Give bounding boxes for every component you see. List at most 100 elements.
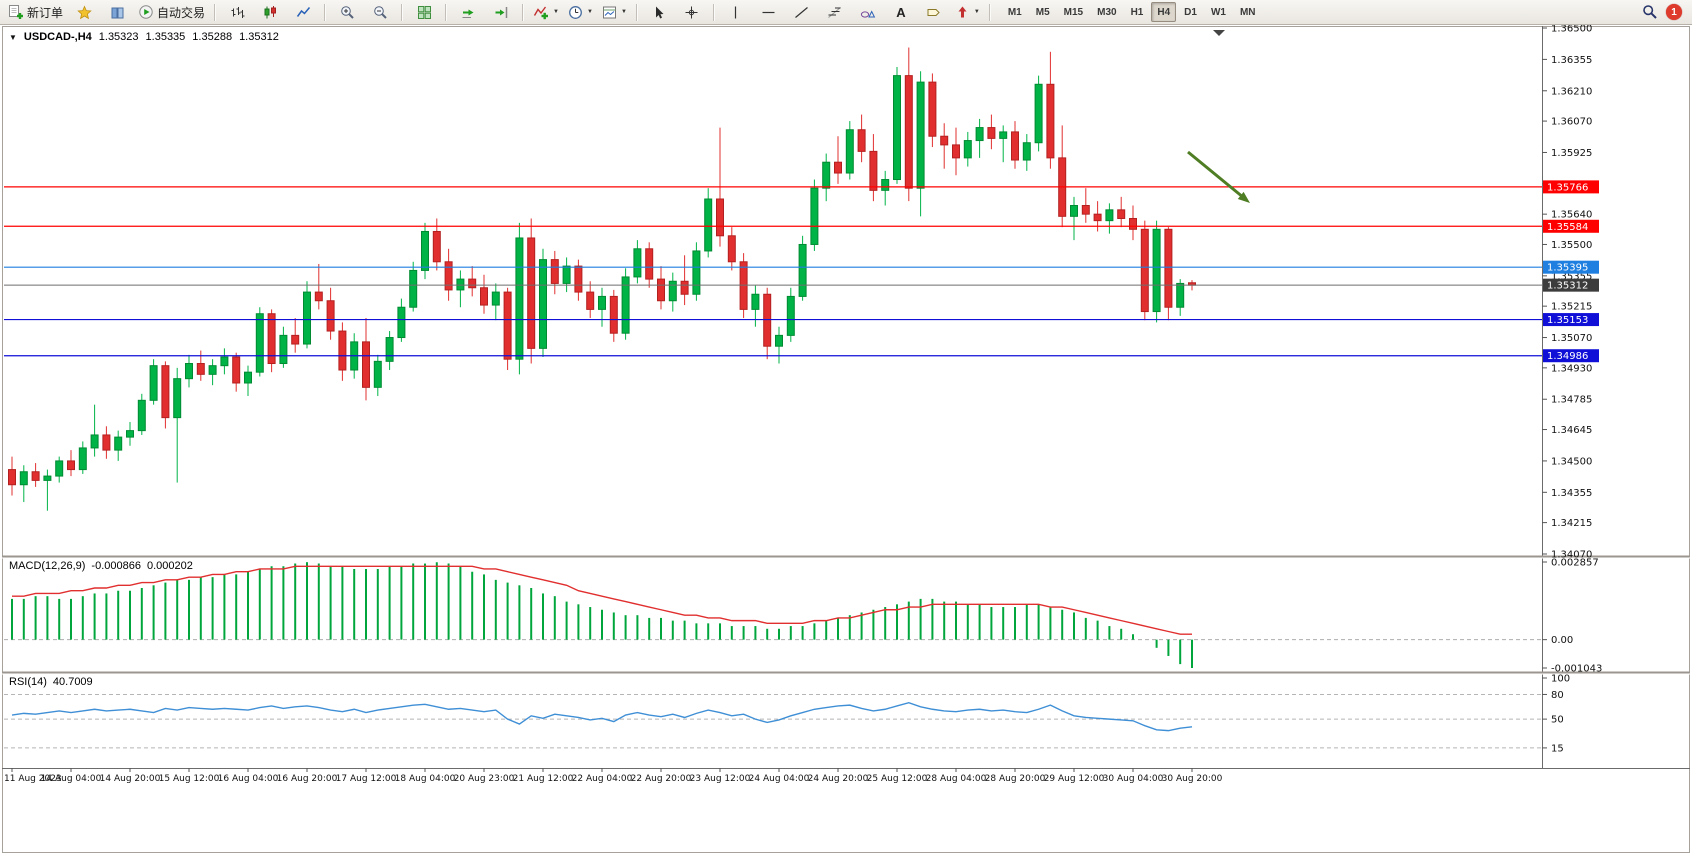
candle-body [480, 287, 488, 306]
candle-body [645, 248, 654, 280]
time-tick-label: 28 Aug 04:00 [926, 774, 987, 784]
time-tick-label: 30 Aug 20:00 [1162, 774, 1223, 784]
candle-body [763, 293, 772, 347]
price-tick-label: 1.34500 [1551, 456, 1592, 467]
bar-chart-button[interactable] [221, 1, 253, 24]
candle-body [149, 365, 158, 401]
timeframe-m5[interactable]: M5 [1035, 6, 1050, 18]
time-tick-label: 30 Aug 04:00 [1103, 774, 1164, 784]
candle-body [1011, 131, 1019, 161]
fibonacci-tool-button[interactable] [819, 1, 851, 24]
tile-windows-button[interactable] [408, 1, 440, 24]
notification-badge[interactable]: 1 [1666, 4, 1682, 20]
vertical-line-tool-button[interactable] [720, 1, 752, 24]
candle-body [196, 363, 205, 375]
new-order-button[interactable]: 新订单 [4, 1, 67, 24]
chart-shift-button[interactable] [485, 1, 517, 24]
timeframe-m1[interactable]: M1 [1007, 6, 1022, 18]
candle-body [1176, 282, 1185, 308]
toolbar-separator [324, 3, 327, 21]
candle-body [102, 434, 111, 451]
timeframe-h4[interactable]: H4 [1151, 2, 1177, 22]
candle-body [409, 269, 418, 308]
timeframe-h1[interactable]: H1 [1130, 6, 1144, 18]
price-tick-label: 1.34215 [1551, 518, 1592, 529]
toolbar-right: 1 [1642, 4, 1688, 20]
cursor-button[interactable] [643, 1, 675, 24]
time-tick-label: 23 Aug 12:00 [690, 774, 751, 784]
ohlc-open: 1.35323 [98, 31, 139, 43]
arrow-annotation-shaft[interactable] [1187, 150, 1242, 197]
candle-body [716, 198, 724, 237]
macd-label: MACD(12,26,9) -0.000866 0.000202 [9, 560, 193, 572]
candle-body [1105, 209, 1114, 222]
candle-body [1117, 209, 1126, 219]
rsi-line [11, 701, 1193, 732]
auto-scroll-button[interactable] [452, 1, 484, 24]
autotrading-button[interactable]: 自动交易 [134, 1, 209, 24]
rsi-tick-label: 15 [1551, 743, 1564, 754]
candle-body [550, 259, 559, 284]
label-tool-button[interactable] [918, 1, 950, 24]
shapes-tool-button[interactable] [852, 1, 884, 24]
price-level-badge [1543, 313, 1599, 327]
periods-button[interactable]: ▼ [564, 1, 597, 24]
clock-icon [569, 5, 582, 19]
candle-body [692, 250, 701, 295]
candle-body [314, 291, 323, 302]
book-icon [111, 7, 124, 18]
chart-shift-marker[interactable] [1213, 30, 1225, 36]
timeframe-d1[interactable]: D1 [1184, 6, 1197, 18]
arrows-tool-button[interactable]: ▼ [951, 1, 984, 24]
price-level-badge-label: 1.35766 [1547, 182, 1588, 193]
crosshair-icon [685, 6, 698, 18]
macd-tick-label: 0.00 [1551, 635, 1573, 646]
text-tool-button[interactable]: A [885, 1, 917, 24]
price-level-badge [1543, 180, 1599, 194]
timeframe-mn[interactable]: MN [1239, 6, 1256, 18]
candle-body [444, 261, 453, 291]
search-icon[interactable] [1642, 4, 1658, 20]
line-chart-icon [296, 6, 310, 17]
crosshair-button[interactable] [676, 1, 708, 24]
time-tick-label: 17 Aug 12:00 [336, 774, 397, 784]
templates-button[interactable]: ▼ [598, 1, 631, 24]
macd-signal-line [12, 565, 1192, 635]
toolbar: 新订单 自动交易 ▼ ▼ ▼ [0, 0, 1692, 25]
candle-body [8, 469, 16, 486]
favorites-button[interactable] [68, 1, 100, 24]
price-level-badge-label: 1.35153 [1547, 315, 1588, 326]
price-tick-label: 1.34070 [1551, 550, 1592, 561]
time-tick-label: 29 Aug 12:00 [1044, 774, 1105, 784]
timeframe-m15[interactable]: M15 [1063, 6, 1084, 18]
time-tick-label: 22 Aug 20:00 [631, 774, 692, 784]
candle-body [562, 265, 571, 284]
candlestick-chart-button[interactable] [254, 1, 286, 24]
toolbar-separator [712, 3, 715, 21]
metaeditor-button[interactable] [101, 1, 133, 24]
candle-body [19, 471, 28, 486]
macd-name: MACD(12,26,9) [9, 560, 86, 572]
timeframe-m30[interactable]: M30 [1097, 6, 1117, 18]
candle-body [845, 129, 854, 174]
line-chart-button[interactable] [287, 1, 319, 24]
horizontal-line-tool-button[interactable] [753, 1, 785, 24]
macd-tick-label: 0.002857 [1551, 558, 1599, 569]
price-tick-label: 1.36500 [1551, 24, 1592, 35]
candle-body [975, 127, 984, 142]
candle-body [598, 295, 606, 310]
timeframe-w1[interactable]: W1 [1210, 6, 1226, 18]
chart-shift-icon [495, 6, 507, 18]
candle-body [137, 399, 146, 432]
indicators-button[interactable]: ▼ [529, 1, 563, 24]
expand-triangle-icon[interactable]: ▼ [9, 32, 17, 42]
zoom-out-button[interactable] [364, 1, 396, 24]
candle-body [90, 434, 99, 449]
rsi-tick-label: 80 [1551, 690, 1564, 701]
zoom-in-button[interactable] [331, 1, 363, 24]
autotrading-play-icon [139, 5, 153, 19]
candle-body [232, 356, 241, 384]
trendline-tool-button[interactable] [786, 1, 818, 24]
arrow-annotation-head[interactable] [1237, 191, 1250, 203]
